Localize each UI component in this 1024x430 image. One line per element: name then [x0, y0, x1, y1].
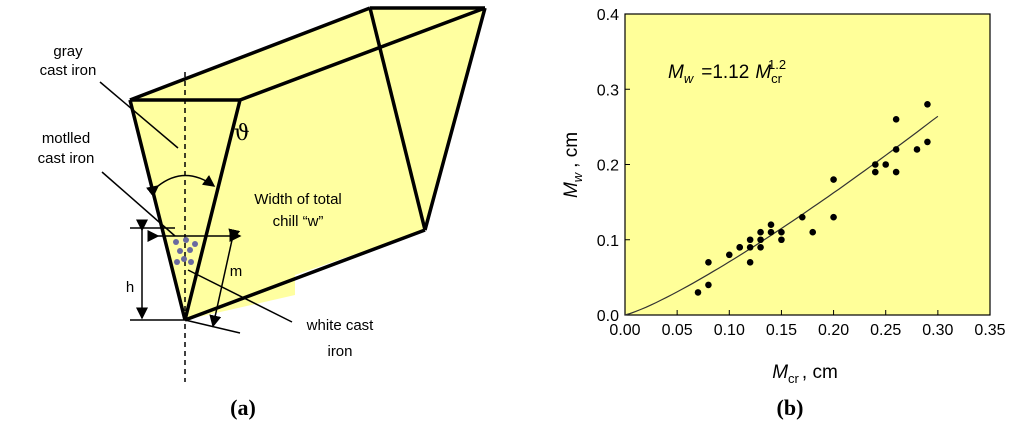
diagram: gray cast iron motlled cast iron Width o… — [38, 6, 487, 420]
point — [892, 146, 900, 153]
y-label-symbol: M — [561, 182, 582, 198]
panel-label: (a) — [230, 395, 256, 420]
x-tick-label: 0.25 — [870, 322, 901, 339]
plot-area — [624, 13, 991, 316]
fit-curve — [624, 115, 939, 316]
point — [924, 101, 931, 108]
x-tick-label: 0.00 — [609, 322, 640, 339]
x-label-unit: , cm — [802, 362, 838, 383]
point — [892, 116, 900, 123]
point — [778, 236, 785, 244]
label: h — [126, 279, 134, 296]
point — [757, 228, 764, 236]
point — [830, 213, 837, 221]
y-axis-label: Mw , cm — [561, 132, 585, 198]
label: gray — [53, 43, 83, 60]
eq-sign: = — [701, 62, 712, 83]
x-tick-label: 0.10 — [714, 322, 745, 339]
point — [871, 168, 879, 176]
label: cast iron — [38, 150, 95, 167]
point — [778, 228, 785, 236]
point — [767, 228, 775, 236]
x-tick-label: 0.35 — [974, 322, 1005, 339]
eq-exp: 1.2 — [768, 57, 786, 72]
label: white cast — [306, 317, 375, 334]
point — [882, 161, 890, 168]
y-label-sub: w — [570, 171, 585, 182]
point — [924, 138, 931, 146]
point — [798, 213, 806, 221]
point — [694, 289, 702, 296]
x-tick-label: 0.15 — [766, 322, 797, 339]
dimension-lines — [99, 81, 293, 334]
eq-symbol: M — [668, 62, 684, 83]
x-tick-label: 0.05 — [662, 322, 693, 339]
x-label-symbol: M — [772, 362, 788, 383]
point — [913, 146, 921, 153]
eq-sub: cr — [771, 71, 783, 86]
y-tick-label: 0.3 — [597, 82, 619, 99]
x-axis-label: Mcr, cm — [772, 362, 838, 386]
y-tick-label: 0.0 — [597, 308, 619, 325]
point — [736, 243, 744, 251]
y-tick-label: 0.4 — [597, 7, 619, 24]
label: iron — [327, 343, 352, 360]
label: motlled — [42, 130, 90, 147]
point — [746, 236, 754, 244]
point — [809, 228, 817, 236]
equation: Mw =1.12 Mcr1.2 — [668, 57, 786, 86]
point — [725, 251, 733, 259]
angle-arc — [146, 174, 216, 198]
point — [830, 176, 837, 183]
point — [767, 221, 775, 228]
label: Width of total — [254, 191, 342, 208]
x-tick-label: 0.30 — [922, 322, 953, 339]
point — [746, 259, 754, 266]
panel-label: (b) — [777, 395, 804, 420]
eq-sub: w — [684, 71, 695, 86]
y-label-unit: , cm — [561, 132, 582, 168]
x-label-sub: cr — [788, 371, 800, 386]
point — [892, 168, 900, 176]
point — [757, 243, 764, 251]
point — [705, 259, 712, 266]
x-tick-label: 0.20 — [818, 322, 849, 339]
point — [871, 161, 879, 168]
label: m — [230, 263, 243, 280]
point — [705, 281, 712, 289]
y-tick-label: 0.1 — [597, 233, 619, 250]
eq-coef: 1.12 — [712, 62, 749, 83]
eq-symbol: M — [755, 62, 771, 83]
y-tick-label: 0.2 — [597, 158, 619, 175]
label: chill “w” — [273, 213, 324, 230]
point — [757, 236, 764, 244]
label: cast iron — [40, 62, 97, 79]
block-edges — [128, 6, 487, 322]
angle-symbol: ϑ — [234, 121, 250, 146]
point — [746, 243, 754, 251]
